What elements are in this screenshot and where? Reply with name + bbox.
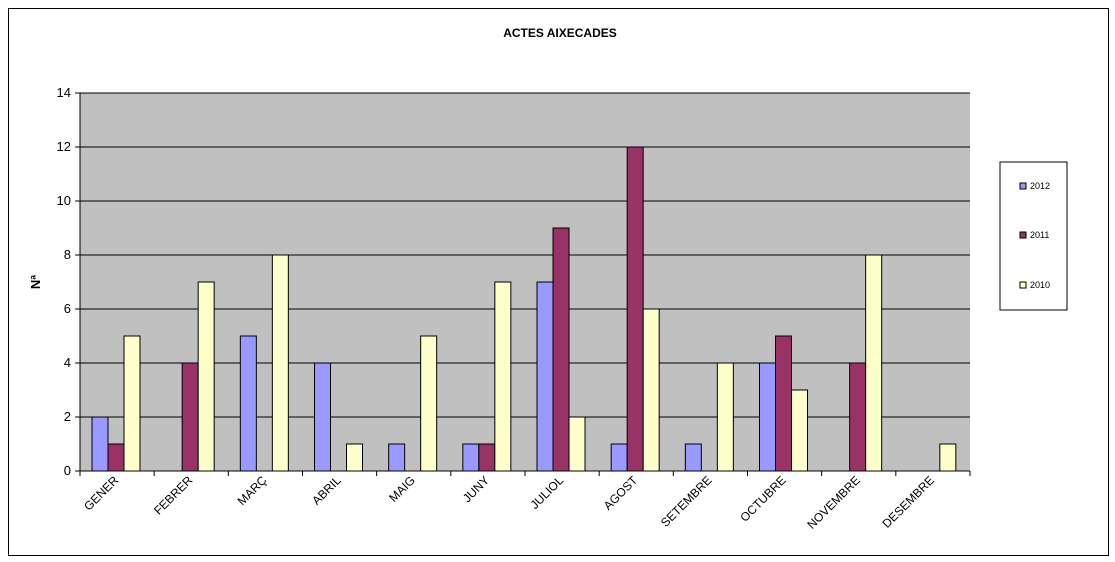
bars	[91, 146, 957, 472]
y-tick-label: 4	[64, 355, 71, 370]
bar-2010-abril	[346, 443, 363, 472]
legend-swatch-2012	[1019, 182, 1027, 190]
chart-title: ACTES AIXECADES	[503, 26, 617, 40]
legend-box	[999, 161, 1068, 311]
x-tick-label: MARÇ	[235, 473, 270, 508]
bar-2012-agost	[610, 443, 628, 472]
y-axis-label: Nª	[28, 275, 43, 289]
x-tick-label: ABRIL	[309, 473, 344, 508]
bar-2012-abril	[314, 362, 331, 472]
x-tick-label: GENER	[81, 473, 121, 513]
bar-2011-gener	[107, 443, 125, 472]
gridlines	[75, 92, 970, 472]
axes	[79, 93, 971, 476]
x-tick-label: MAIG	[386, 473, 418, 505]
bar-2011-juny	[478, 443, 496, 472]
x-tick-label: FEBRER	[151, 473, 196, 518]
bar-2010-març	[271, 254, 289, 472]
legend-label-2011: 2011	[1030, 230, 1049, 240]
bar-2012-juliol	[536, 281, 554, 472]
x-tick-label: OCTUBRE	[737, 473, 788, 524]
bar-2010-gener	[123, 335, 141, 472]
x-tick-label: DESEMBRE	[880, 473, 938, 531]
x-tick-label: JUNY	[460, 473, 492, 505]
legend-label-2010: 2010	[1030, 280, 1050, 290]
x-tick-label: NOVEMBRE	[804, 473, 862, 531]
bar-2010-juny	[494, 281, 512, 472]
bar-2012-juny	[462, 443, 480, 472]
plot-area	[80, 93, 970, 471]
legend-swatch-2011	[1019, 231, 1027, 239]
bar-2012-gener	[91, 416, 109, 472]
bar-2011-agost	[626, 146, 644, 472]
y-tick-label: 0	[64, 463, 71, 478]
bar-2012-octubre	[759, 362, 776, 472]
bar-2012-maig	[388, 443, 406, 472]
bar-2010-novembre	[865, 254, 883, 472]
bar-2010-setembre	[716, 362, 734, 472]
bar-2010-febrer	[197, 281, 215, 472]
x-tick-label: AGOST	[601, 473, 641, 513]
y-tick-label: 12	[57, 139, 71, 154]
x-tick-label: JULIOL	[528, 473, 567, 512]
bar-2011-novembre	[849, 362, 867, 472]
legend: 2012 2011 2010	[999, 161, 1068, 311]
legend-label-2012: 2012	[1030, 181, 1050, 191]
bar-2011-febrer	[181, 362, 199, 472]
y-tick-label: 14	[57, 85, 71, 100]
bar-2010-juliol	[568, 416, 586, 472]
y-tick-label: 6	[64, 301, 71, 316]
bar-2012-setembre	[684, 443, 702, 472]
bar-2010-maig	[420, 335, 438, 472]
bar-2011-octubre	[775, 335, 792, 472]
bar-2010-agost	[642, 308, 660, 472]
x-tick-label: SETEMBRE	[658, 473, 715, 530]
y-tick-label: 8	[64, 247, 71, 262]
bar-2011-juliol	[552, 227, 570, 472]
y-tick-label: 10	[57, 193, 71, 208]
bar-2012-març	[239, 335, 257, 472]
bar-2010-octubre	[791, 389, 808, 472]
legend-swatch-2010	[1019, 281, 1027, 289]
bar-2010-desembre	[939, 443, 957, 472]
y-tick-label: 2	[64, 409, 71, 424]
